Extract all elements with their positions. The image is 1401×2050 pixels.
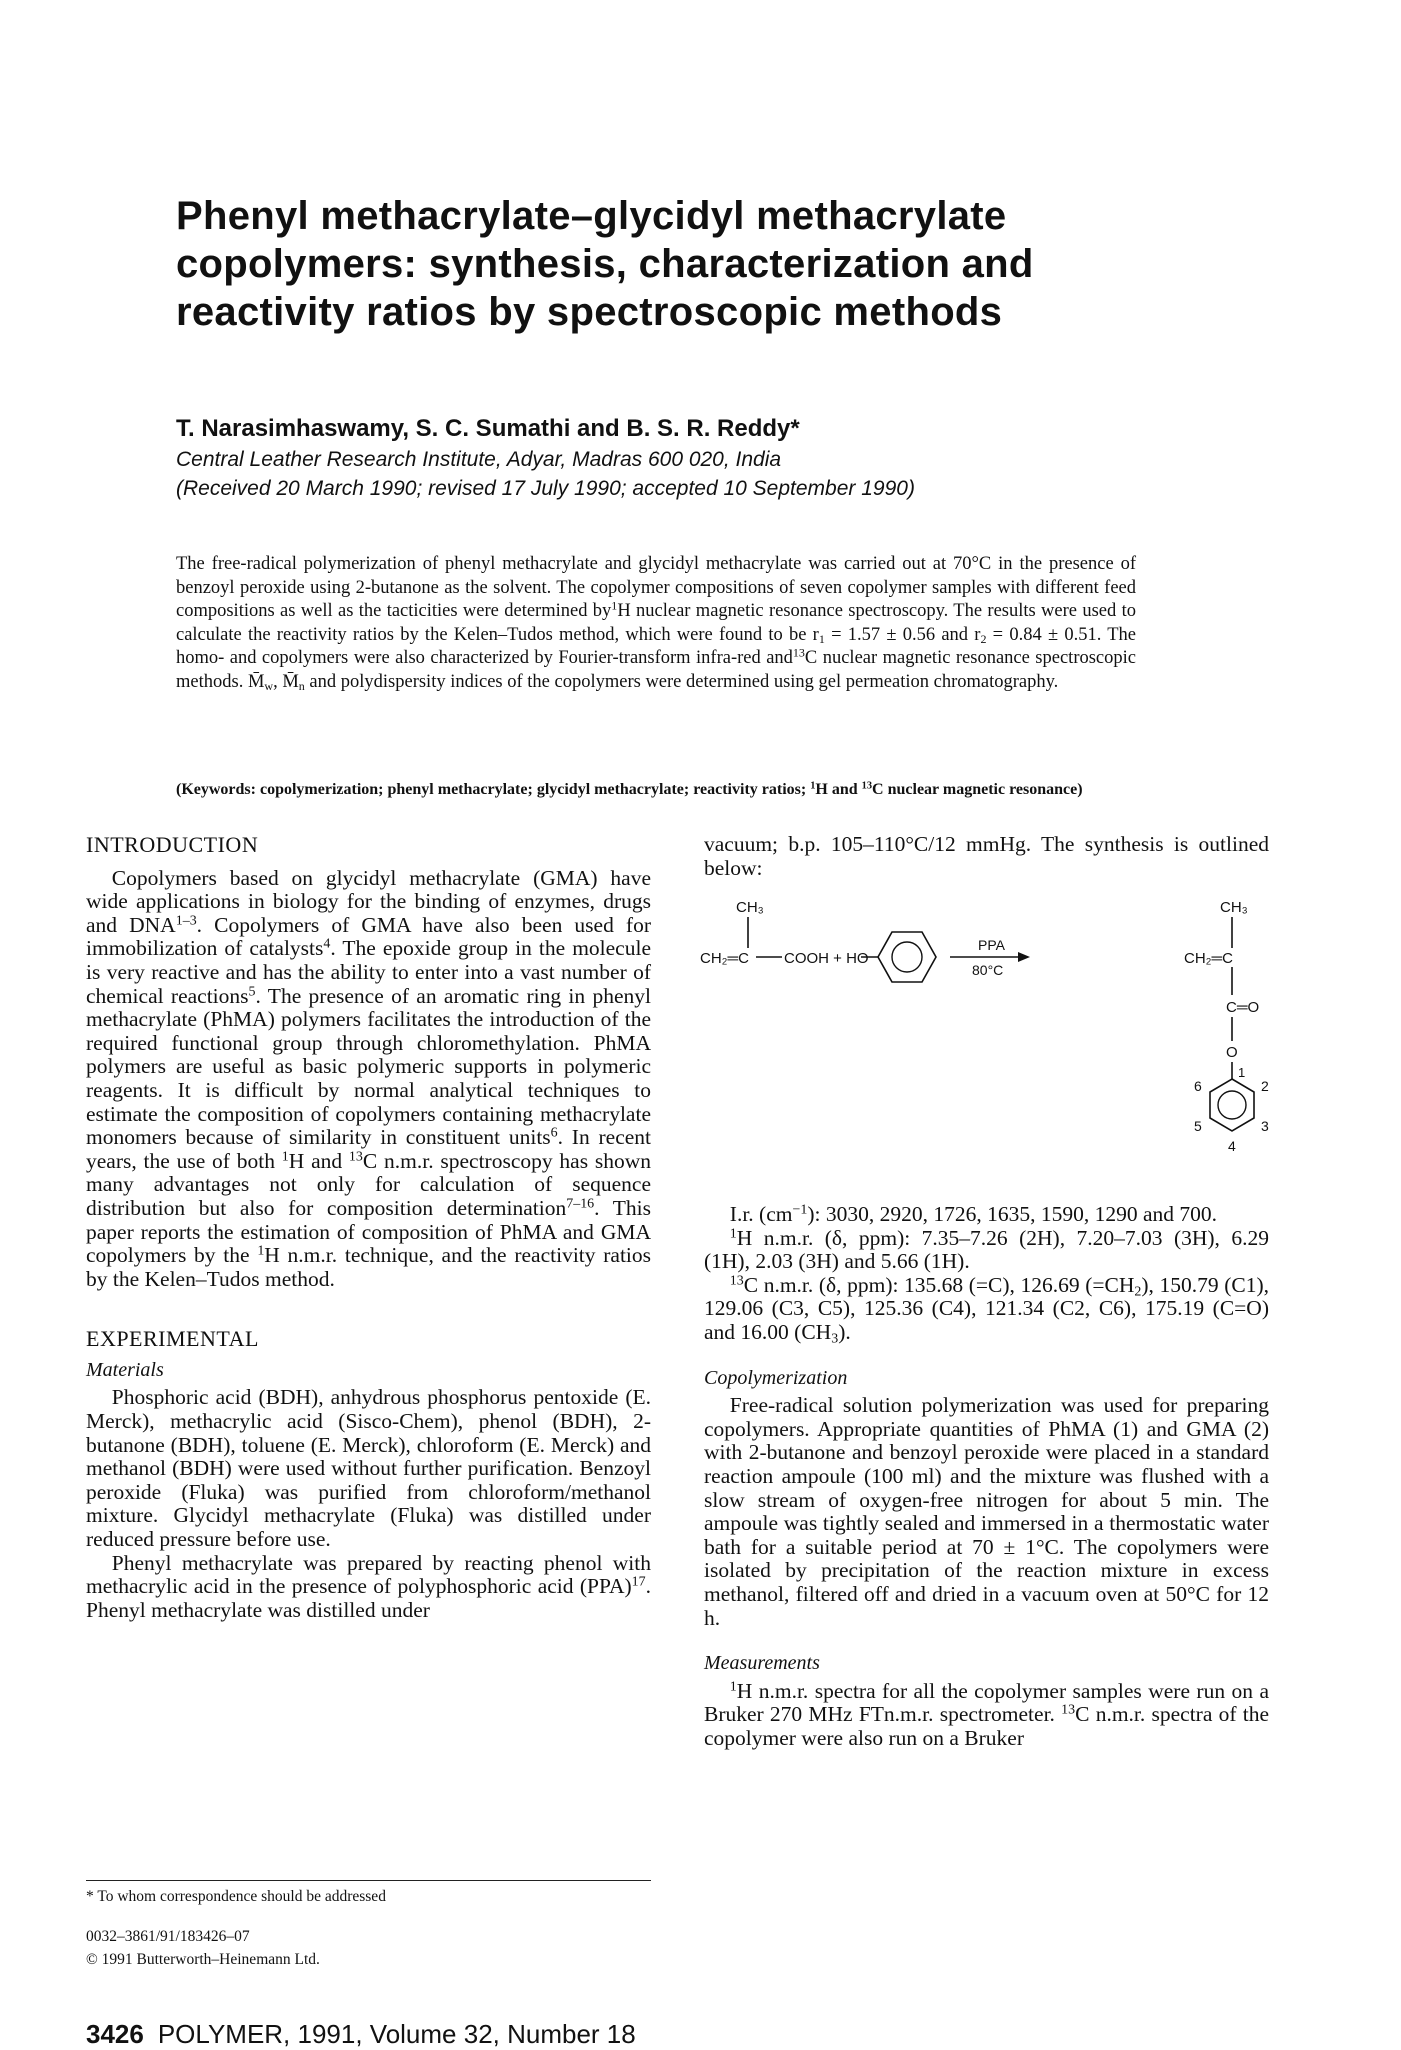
abstract-sub: w (264, 678, 274, 693)
footnote-rule (86, 1880, 651, 1881)
right-column-top: vacuum; b.p. 105–110°C/12 mmHg. The synt… (704, 832, 1269, 880)
keywords-text: H and (815, 781, 858, 798)
scheme-catalyst: PPA (978, 937, 1006, 953)
footnote-code: 0032–3861/91/183426–07 (86, 1928, 250, 1945)
abstract-text: H nuclear magnetic resonance spectroscop… (176, 601, 1137, 645)
abstract-text: The free-radical polymerization of pheny… (176, 554, 1136, 621)
ring-position-label: 2 (1261, 1078, 1269, 1094)
journal-citation: POLYMER, 1991, Volume 32, Number 18 (157, 2019, 636, 2049)
copolymerization-paragraph: Free-radical solution polymerization was… (704, 1393, 1269, 1630)
scheme-ch3-right: CH₃ (1220, 899, 1248, 916)
authors: T. Narasimhaswamy, S. C. Sumathi and B. … (176, 415, 800, 442)
ring-position-label: 6 (1194, 1078, 1202, 1094)
aromatic-circle-icon (891, 941, 923, 973)
abstract-sub: 2 (980, 631, 987, 646)
page-footer: 3426 POLYMER, 1991, Volume 32, Number 18 (86, 2019, 636, 2050)
keywords: (Keywords: copolymerization; phenyl meth… (176, 779, 1136, 800)
hnmr-data: 1H n.m.r. (δ, ppm): 7.35–7.26 (2H), 7.20… (704, 1225, 1269, 1274)
scheme-ch2c-left: CH₂═C (700, 950, 749, 967)
keywords-sup: 13 (861, 780, 873, 792)
phenyl-ring-icon (1209, 1078, 1255, 1132)
abstract: The free-radical polymerization of pheny… (176, 553, 1136, 694)
ring-position-label: 5 (1194, 1118, 1202, 1134)
ring-position-label: 3 (1261, 1118, 1269, 1134)
left-column: INTRODUCTION Copolymers based on glycidy… (86, 833, 651, 1622)
synthesis-scheme: CH₃ CH₂═C COOH + HO PPA 80°C CH₃ CH₂═C C… (700, 899, 1269, 1154)
intro-heading: INTRODUCTION (86, 832, 259, 857)
scheme-oxygen: O (1226, 1044, 1238, 1061)
synthesis-intro: vacuum; b.p. 105–110°C/12 mmHg. The synt… (704, 832, 1269, 880)
footnote-correspondence: * To whom correspondence should be addre… (86, 1888, 386, 1905)
ir-data: I.r. (cm−1): 3030, 2920, 1726, 1635, 159… (729, 1202, 1218, 1226)
abstract-sup: 1 (611, 598, 618, 613)
measurements-paragraph: 1H n.m.r. spectra for all the copolymer … (704, 1678, 1269, 1750)
experimental-heading: EXPERIMENTAL (86, 1326, 259, 1352)
abstract-text: and polydispersity indices of the copoly… (304, 671, 1059, 692)
right-column-bottom: I.r. (cm−1): 3030, 2920, 1726, 1635, 159… (704, 1202, 1269, 1750)
scheme-ch3-left: CH₃ (736, 899, 764, 916)
benzene-ring-icon (877, 931, 937, 983)
abstract-sup: 13 (792, 645, 805, 660)
keywords-text: (Keywords: copolymerization; phenyl meth… (176, 781, 807, 798)
received-dates: (Received 20 March 1990; revised 17 July… (176, 477, 915, 500)
cnmr-data: 13C n.m.r. (δ, ppm): 135.68 (=C), 126.69… (704, 1272, 1269, 1347)
measurements-heading: Measurements (704, 1652, 820, 1675)
copolymerization-heading: Copolymerization (704, 1366, 848, 1389)
abstract-text: C nuclear magnetic resonance spectroscop… (176, 648, 1136, 692)
scheme-cooh: COOH + HO (784, 950, 869, 967)
aromatic-circle-icon (1217, 1090, 1247, 1120)
ring-position-label: 1 (1238, 1065, 1245, 1080)
scheme-temperature: 80°C (972, 962, 1003, 978)
affiliation: Central Leather Research Institute, Adya… (176, 448, 782, 471)
keywords-sup: 1 (810, 780, 816, 792)
materials-paragraph-2: Phenyl methacrylate was prepared by reac… (86, 1550, 651, 1622)
page-number: 3426 (86, 2019, 144, 2049)
title-line-3: reactivity ratios by spectroscopic metho… (176, 290, 1003, 334)
scheme-ch2c-right: CH₂═C (1184, 950, 1233, 967)
ring-position-label: 4 (1228, 1138, 1236, 1154)
abstract-text: = 1.57 ± 0.56 and r (824, 624, 981, 645)
abstract-sub: 1 (818, 631, 825, 646)
footnote-copyright: © 1991 Butterworth–Heinemann Ltd. (86, 1951, 320, 1968)
keywords-text: C nuclear magnetic resonance) (872, 781, 1083, 798)
scheme-carbonyl: C═O (1226, 999, 1259, 1016)
materials-heading: Materials (86, 1358, 164, 1381)
title-line-2: copolymers: synthesis, characterization … (176, 242, 1034, 286)
arrowhead-icon (1018, 952, 1030, 962)
paper-title: Phenyl methacrylate–glycidyl methacrylat… (176, 192, 1176, 336)
title-line-1: Phenyl methacrylate–glycidyl methacrylat… (176, 194, 1007, 238)
materials-paragraph-1: Phosphoric acid (BDH), anhydrous phospho… (86, 1385, 651, 1552)
abstract-text: , M̄ (273, 671, 299, 692)
abstract-sub: n (298, 678, 305, 693)
intro-paragraph: Copolymers based on glycidyl methacrylat… (86, 865, 652, 1291)
abstract-text: = 0.84 ± 0.51. The homo- and copolymers … (176, 624, 1136, 669)
